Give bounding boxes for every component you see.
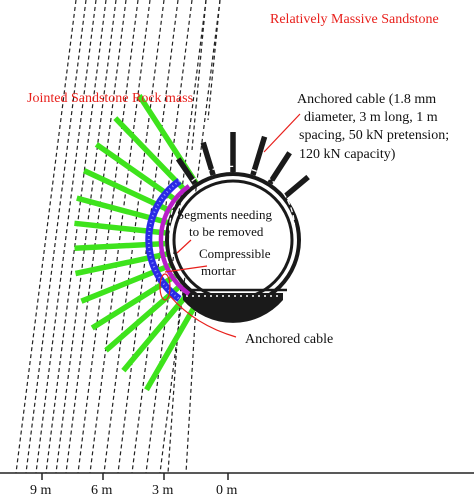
mortar-leader (164, 265, 208, 273)
black-cable (200, 141, 216, 176)
joint-line (167, 299, 181, 474)
joint-line (45, 0, 107, 474)
black-cable (250, 135, 268, 176)
joint-line (55, 0, 117, 474)
compressible-mortar-band (145, 178, 182, 302)
mortar-label: Compressible mortar (199, 246, 271, 278)
joint-line (89, 0, 151, 474)
massive-sandstone-label: Relatively Massive Sandstone (270, 12, 439, 27)
green-cable (144, 297, 202, 392)
mortar-label-line-1: Compressible (199, 246, 271, 261)
scale-bar: 9 m 6 m 3 m 0 m (0, 472, 474, 496)
segments-label-line-2: to be removed (189, 224, 264, 239)
segments-leader (176, 239, 192, 254)
joint-line (65, 0, 127, 474)
scale-tick-label: 3 m (152, 483, 174, 496)
joint-line (207, 0, 221, 121)
cable-spec-leader (263, 113, 301, 153)
cable-spec-line-2: diameter, 3 m long, 1 m (304, 110, 438, 125)
black-anchored-cables (175, 132, 310, 199)
jointed-sandstone-label: Jointed Sandstone Rock mass (27, 91, 193, 106)
joint-line (103, 0, 165, 474)
black-cable (267, 151, 292, 185)
segments-to-remove (158, 184, 191, 296)
anchored-cable-marker (159, 273, 171, 301)
cable-spec-line-4: 120 kN capacity) (299, 147, 396, 162)
segments-label: Segments needing to be removed (177, 207, 272, 239)
segments-label-line-1: Segments needing (177, 207, 272, 222)
cable-spec-line-3: spacing, 50 kN pretension; (299, 128, 449, 143)
green-cable (113, 116, 188, 194)
mortar-label-line-2: mortar (201, 263, 236, 278)
cable-spec-line-1: Anchored cable (1.8 mm (297, 92, 436, 107)
invert-fill (183, 293, 283, 323)
scale-ticks: 9 m 6 m 3 m 0 m (30, 473, 238, 496)
black-cable (175, 157, 198, 186)
scale-tick-label: 0 m (216, 483, 238, 496)
joint-line (77, 0, 139, 474)
black-cable (283, 174, 310, 199)
joint-line (35, 0, 97, 474)
lining-inner-ring (172, 179, 294, 301)
scale-tick-label: 6 m (91, 483, 113, 496)
joint-line (15, 0, 77, 474)
tunnel-lining (165, 165, 301, 323)
cable-spec-label: Anchored cable (1.8 mm diameter, 3 m lon… (297, 92, 449, 162)
scale-tick-label: 9 m (30, 483, 52, 496)
joint-line (185, 304, 197, 474)
anchored-cable-leader (169, 295, 237, 338)
joint-line (25, 0, 87, 474)
lining-dashed-ring (168, 165, 296, 247)
anchored-cable-label: Anchored cable (245, 332, 333, 347)
